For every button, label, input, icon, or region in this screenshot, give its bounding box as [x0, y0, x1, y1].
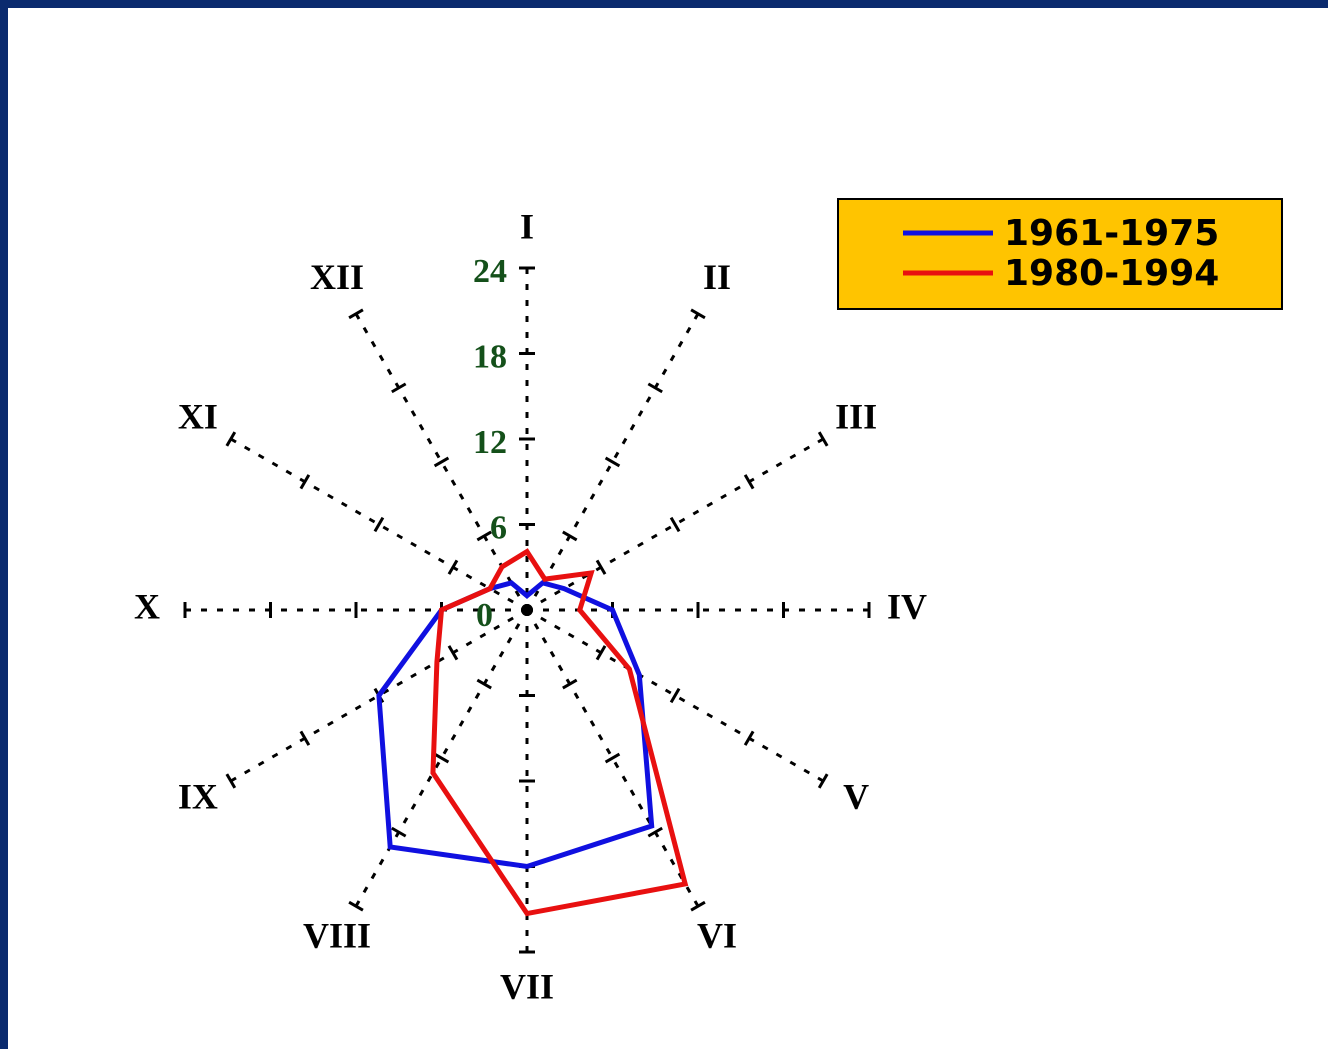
tick-label: 6: [490, 509, 507, 546]
tick-mark: [348, 900, 364, 912]
legend-label: 1961-1975: [1004, 213, 1219, 254]
tick-mark: [669, 687, 681, 704]
tick-mark: [373, 516, 385, 533]
tick-mark: [743, 730, 755, 746]
tick-mark: [647, 382, 663, 394]
tick-mark: [690, 308, 706, 320]
legend-label: 1980-1994: [1004, 253, 1219, 294]
tick-mark: [690, 900, 706, 912]
axis-label: IX: [178, 776, 218, 816]
tick-label: 0: [476, 597, 493, 634]
series-line: [430, 548, 689, 917]
tick-mark: [299, 730, 311, 746]
series-line: [376, 580, 655, 870]
axis-label: XI: [178, 396, 218, 436]
axis-label: III: [835, 396, 877, 436]
tick-mark: [817, 431, 829, 447]
axis-label: II: [703, 257, 731, 297]
tick-mark: [447, 645, 459, 661]
tick-mark: [604, 456, 621, 468]
tick-mark: [225, 431, 237, 447]
tick-mark: [595, 645, 607, 661]
axis-label: VII: [500, 966, 554, 1006]
tick-mark: [669, 516, 681, 533]
tick-mark: [433, 456, 450, 468]
axis-label: IV: [887, 586, 927, 626]
tick-mark: [562, 678, 578, 690]
tick-mark: [348, 308, 364, 320]
axis-label: V: [843, 776, 869, 816]
axis-label: I: [520, 206, 534, 246]
tick-mark: [562, 530, 578, 542]
tick-label: 24: [473, 253, 507, 290]
tick-mark: [743, 474, 755, 490]
tick-mark: [604, 752, 621, 764]
tick-mark: [647, 826, 663, 838]
tick-mark: [299, 474, 311, 490]
center-dot: [522, 605, 532, 615]
tick-mark: [447, 559, 459, 575]
legend-box: [837, 198, 1283, 310]
tick-mark: [476, 678, 492, 690]
axis-label: XII: [310, 257, 364, 297]
tick-label: 18: [473, 338, 507, 375]
tick-mark: [433, 752, 450, 764]
tick-mark: [817, 773, 829, 789]
tick-mark: [595, 559, 607, 575]
axis-label: VIII: [303, 915, 371, 955]
tick-mark: [225, 773, 237, 789]
tick-mark: [391, 382, 407, 394]
tick-mark: [476, 530, 492, 542]
tick-label: 12: [473, 424, 507, 461]
tick-mark: [391, 826, 407, 838]
axis-label: VI: [697, 915, 737, 955]
frame: 1961-1975 1980-1994 I II III IV V VI VII VIII IX X…: [8, 8, 1328, 1049]
axis-label: X: [134, 586, 160, 626]
